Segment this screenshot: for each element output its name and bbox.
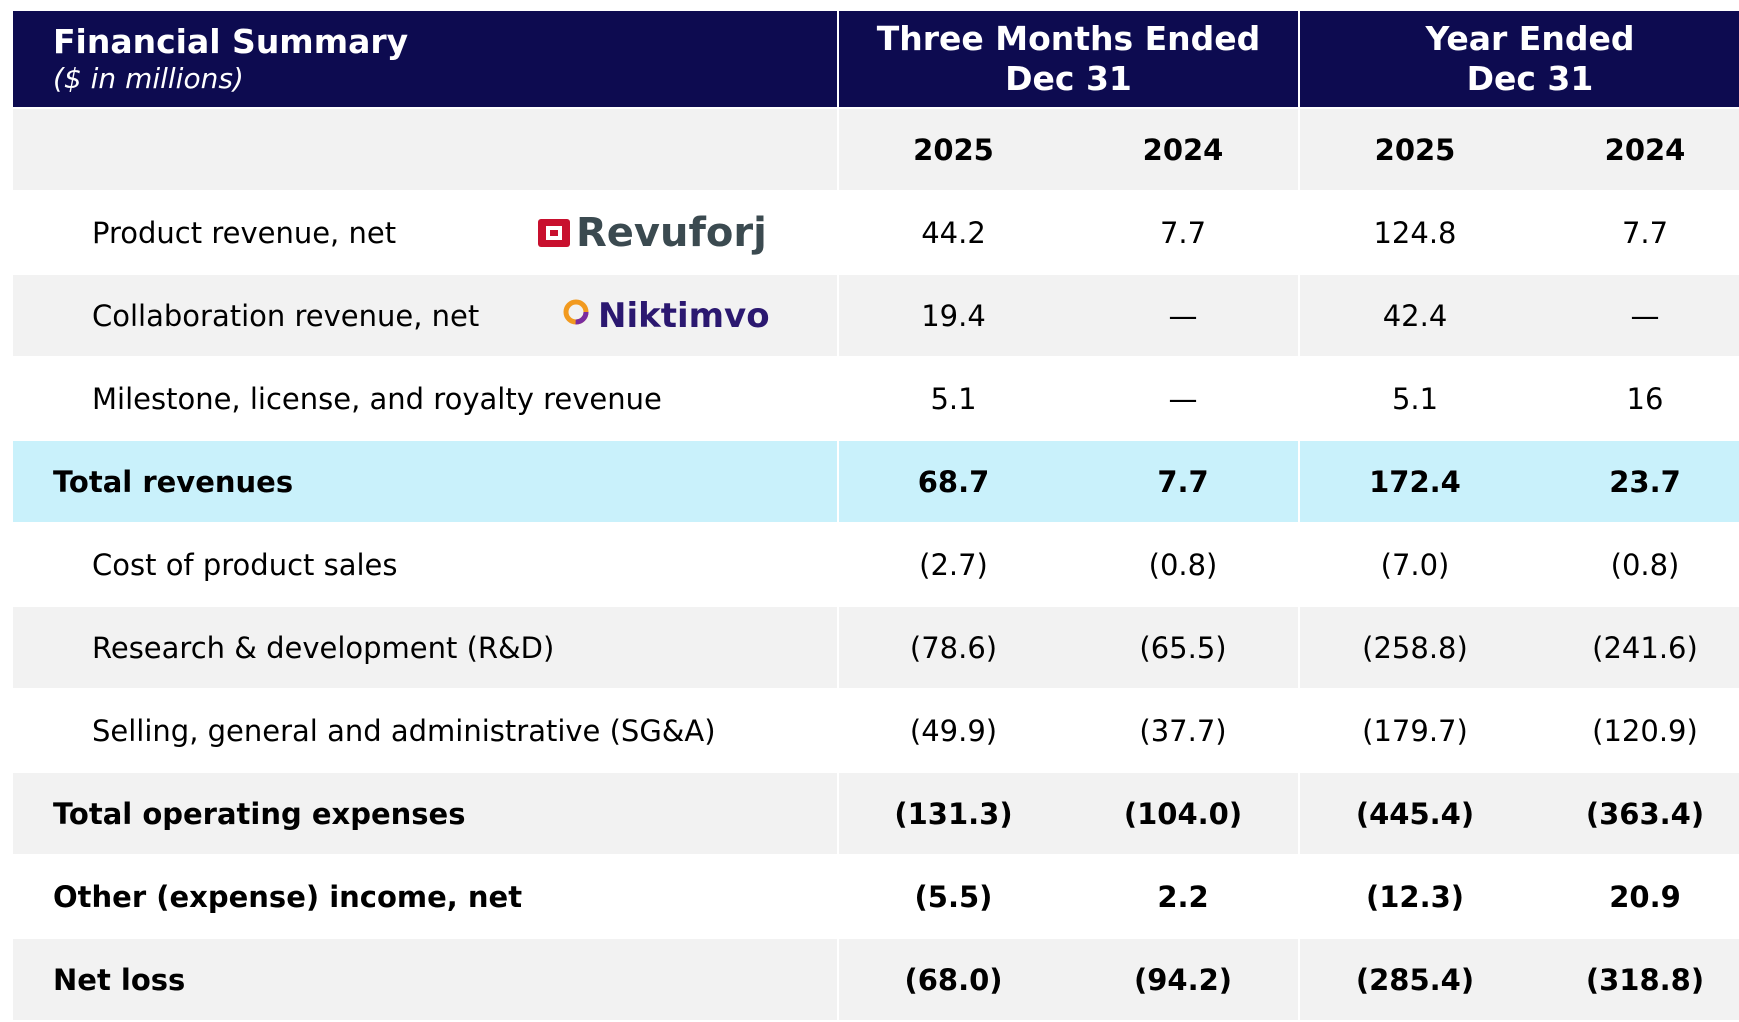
- value-cell: (445.4): [1300, 773, 1530, 854]
- value-cell: (318.8): [1530, 939, 1739, 1020]
- value-cell: 20.9: [1530, 856, 1739, 937]
- value-cell: 2.2: [1068, 856, 1298, 937]
- value-cell: (120.9): [1530, 690, 1739, 771]
- value-cell: (5.5): [839, 856, 1068, 937]
- value-cell: 7.7: [1068, 441, 1298, 522]
- value-cell: (179.7): [1300, 690, 1530, 771]
- row-label: Collaboration revenue, net: [92, 298, 480, 333]
- year-header: 2024: [1068, 109, 1298, 190]
- value-cell: 42.4: [1300, 275, 1530, 356]
- value-cell: 68.7: [839, 441, 1068, 522]
- logo-text: Niktimvo: [598, 295, 770, 336]
- year-header: 2025: [839, 109, 1068, 190]
- row-label-cell: Selling, general and administrative (SG&…: [13, 690, 837, 771]
- row-label: Selling, general and administrative (SG&…: [92, 713, 716, 748]
- row-label: Other (expense) income, net: [53, 879, 523, 914]
- value-cell: 172.4: [1300, 441, 1530, 522]
- header-title-cell: Financial Summary ($ in millions): [13, 11, 837, 107]
- value-cell: (49.9): [839, 690, 1068, 771]
- value-cell: (12.3): [1300, 856, 1530, 937]
- group-header: Three Months Ended Dec 31: [839, 11, 1298, 107]
- value-cell: (0.8): [1530, 524, 1739, 605]
- logo-text: Revuforj: [576, 209, 767, 256]
- logo: Niktimvo: [558, 296, 770, 336]
- row-label: Research & development (R&D): [92, 630, 555, 665]
- value-cell: (258.8): [1300, 607, 1530, 688]
- value-cell: (131.3): [839, 773, 1068, 854]
- row-label-cell: Collaboration revenue, net Niktimvo: [13, 275, 837, 356]
- logo-icon: [563, 299, 589, 324]
- value-cell: 7.7: [1068, 192, 1298, 273]
- row-label-cell: Product revenue, net Revuforj: [13, 192, 837, 273]
- value-cell: 23.7: [1530, 441, 1739, 522]
- value-cell: (285.4): [1300, 939, 1530, 1020]
- value-cell: (241.6): [1530, 607, 1739, 688]
- row-label-cell: Total revenues: [13, 441, 837, 522]
- value-cell: (37.7): [1068, 690, 1298, 771]
- row-label: Milestone, license, and royalty revenue: [92, 381, 662, 416]
- value-cell: (0.8): [1068, 524, 1298, 605]
- value-cell: 124.8: [1300, 192, 1530, 273]
- value-cell: —: [1068, 275, 1298, 356]
- row-label: Cost of product sales: [92, 547, 398, 582]
- row-label: Net loss: [53, 962, 186, 997]
- value-cell: 16: [1530, 358, 1739, 439]
- value-cell: 19.4: [839, 275, 1068, 356]
- value-cell: 5.1: [1300, 358, 1530, 439]
- logo-icon: [538, 218, 570, 247]
- row-label-cell: Other (expense) income, net: [13, 856, 837, 937]
- value-cell: 44.2: [839, 192, 1068, 273]
- logo: Revuforj: [536, 210, 767, 256]
- row-label: Total revenues: [53, 464, 294, 499]
- year-header: 2024: [1530, 109, 1739, 190]
- year-row-label: [13, 109, 837, 190]
- subtitle: ($ in millions): [53, 62, 244, 95]
- title: Financial Summary: [53, 22, 409, 61]
- row-label: Product revenue, net: [92, 215, 397, 250]
- value-cell: (94.2): [1068, 939, 1298, 1020]
- value-cell: (78.6): [839, 607, 1068, 688]
- row-label-cell: Milestone, license, and royalty revenue: [13, 358, 837, 439]
- value-cell: (363.4): [1530, 773, 1739, 854]
- value-cell: —: [1068, 358, 1298, 439]
- row-label: Total operating expenses: [53, 796, 466, 831]
- year-header: 2025: [1300, 109, 1530, 190]
- row-label-cell: Net loss: [13, 939, 837, 1020]
- value-cell: (68.0): [839, 939, 1068, 1020]
- value-cell: (104.0): [1068, 773, 1298, 854]
- value-cell: 5.1: [839, 358, 1068, 439]
- value-cell: (2.7): [839, 524, 1068, 605]
- value-cell: (7.0): [1300, 524, 1530, 605]
- value-cell: (65.5): [1068, 607, 1298, 688]
- row-label-cell: Cost of product sales: [13, 524, 837, 605]
- row-label-cell: Total operating expenses: [13, 773, 837, 854]
- value-cell: —: [1530, 275, 1739, 356]
- value-cell: 7.7: [1530, 192, 1739, 273]
- group-header: Year Ended Dec 31: [1300, 11, 1739, 107]
- row-label-cell: Research & development (R&D): [13, 607, 837, 688]
